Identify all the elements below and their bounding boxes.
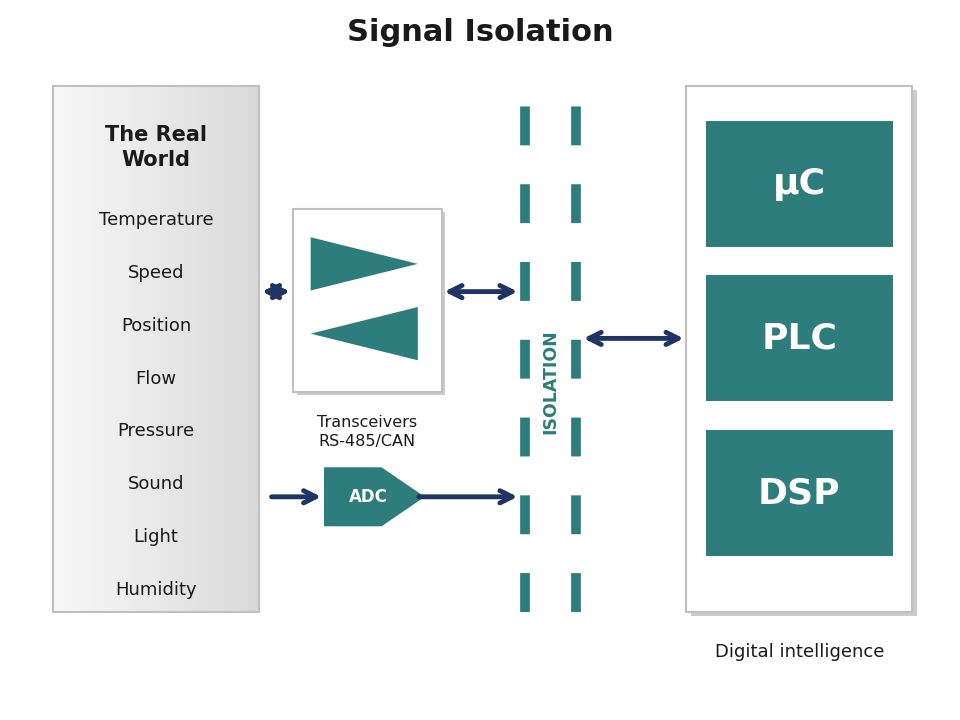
Text: Position: Position — [121, 317, 191, 335]
Bar — [89, 86, 94, 612]
Bar — [686, 86, 912, 612]
Bar — [213, 86, 218, 612]
Bar — [218, 86, 223, 612]
Bar — [84, 86, 89, 612]
Polygon shape — [311, 238, 418, 290]
Bar — [691, 90, 917, 616]
Bar — [161, 86, 166, 612]
Bar — [249, 86, 254, 612]
Bar — [120, 86, 125, 612]
Bar — [207, 86, 213, 612]
Bar — [125, 86, 131, 612]
Bar — [706, 431, 893, 556]
Polygon shape — [311, 307, 418, 360]
Bar — [254, 86, 259, 612]
Bar — [140, 86, 146, 612]
Text: Pressure: Pressure — [117, 423, 195, 441]
Bar — [706, 120, 893, 247]
Bar — [706, 276, 893, 402]
Text: The Real
World: The Real World — [105, 125, 207, 170]
Text: Speed: Speed — [128, 264, 184, 282]
Bar — [156, 86, 161, 612]
Text: ADC: ADC — [348, 488, 387, 506]
Bar — [73, 86, 79, 612]
Bar — [223, 86, 228, 612]
Bar — [192, 86, 198, 612]
Bar — [203, 86, 207, 612]
Bar — [166, 86, 172, 612]
Bar — [228, 86, 233, 612]
Bar — [146, 86, 151, 612]
Bar — [109, 86, 115, 612]
Bar — [58, 86, 63, 612]
Text: ISOLATION: ISOLATION — [541, 329, 560, 434]
Text: Sound: Sound — [128, 475, 184, 493]
Text: Signal Isolation: Signal Isolation — [347, 18, 613, 47]
Bar — [172, 86, 177, 612]
Bar — [99, 86, 105, 612]
Bar — [233, 86, 238, 612]
Bar — [198, 86, 203, 612]
Bar — [238, 86, 244, 612]
Bar — [68, 86, 74, 612]
Text: Digital intelligence: Digital intelligence — [714, 642, 884, 661]
Polygon shape — [324, 467, 424, 526]
Bar — [293, 209, 442, 392]
Text: Light: Light — [133, 528, 179, 546]
Text: μC: μC — [773, 166, 826, 201]
Text: Temperature: Temperature — [99, 210, 213, 229]
Bar — [177, 86, 181, 612]
Text: PLC: PLC — [761, 321, 837, 356]
Bar — [135, 86, 140, 612]
Bar — [115, 86, 120, 612]
Bar — [131, 86, 135, 612]
Bar — [151, 86, 156, 612]
Bar — [181, 86, 187, 612]
Bar — [244, 86, 249, 612]
Bar — [53, 86, 58, 612]
Bar — [63, 86, 68, 612]
Bar — [79, 86, 84, 612]
Bar — [53, 86, 259, 612]
Bar — [297, 212, 445, 395]
Text: Humidity: Humidity — [115, 582, 197, 599]
Text: DSP: DSP — [757, 476, 841, 510]
Text: Transceivers
RS-485/CAN: Transceivers RS-485/CAN — [317, 415, 418, 449]
Text: Flow: Flow — [135, 369, 177, 387]
Bar — [187, 86, 192, 612]
Bar — [94, 86, 99, 612]
Bar — [105, 86, 109, 612]
